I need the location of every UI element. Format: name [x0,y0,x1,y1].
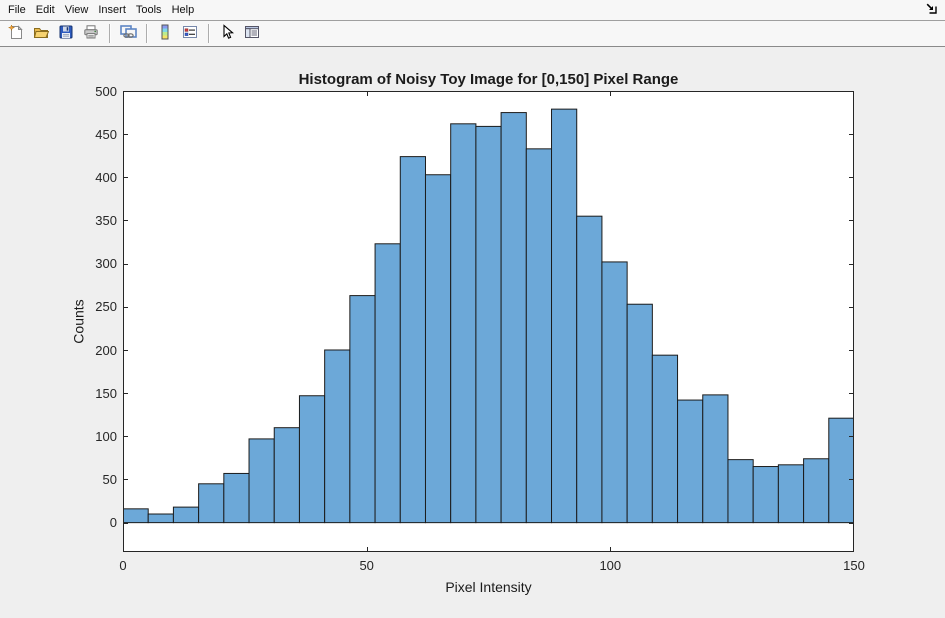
histogram-bar [777,464,805,524]
histogram-bar [248,438,275,524]
y-tick-label: 100 [95,428,117,444]
histogram-bar [576,215,603,524]
histogram-bar [551,108,578,524]
menu-item-file[interactable]: File [8,4,26,16]
histogram-bar [828,417,854,524]
histogram-bar [324,349,351,524]
menu-items: File Edit View Insert Tools Help [3,4,199,16]
insert-legend-button[interactable] [179,23,201,45]
x-axis-label: Pixel Intensity [445,579,532,595]
property-editor-button[interactable] [241,23,263,45]
histogram-bar [223,472,250,524]
y-tick-label: 50 [102,472,117,487]
histogram-bar [475,125,502,524]
histogram-bar [601,261,628,524]
property-window-icon [244,24,260,43]
chart-title: Histogram of Noisy Toy Image for [0,150]… [298,71,679,88]
histogram-bar [147,513,174,524]
x-tick-label: 0 [119,558,127,573]
histogram-bar [500,112,527,524]
y-tick-label: 300 [95,256,117,272]
histogram-bar [626,303,653,524]
menu-item-tools[interactable]: Tools [135,4,162,16]
axes-box [123,91,854,552]
link-plot-button[interactable] [117,23,139,45]
edit-plot-button[interactable] [216,23,238,45]
menu-item-help[interactable]: Help [171,4,195,16]
histogram-bar [273,427,300,524]
histogram-bar [525,148,553,524]
insert-colorbar-button[interactable] [154,23,176,45]
toolbar-separator [146,24,148,43]
y-tick-label: 200 [95,342,117,358]
histogram-bar [349,295,376,524]
figure-canvas: Histogram of Noisy Toy Image for [0,150]… [0,47,945,618]
histogram-bar [677,399,704,524]
y-tick-label: 500 [95,83,117,99]
print-figure-button[interactable] [80,23,102,45]
y-tick-label: 150 [95,385,117,401]
y-tick-label: 450 [95,126,117,142]
histogram-bar [374,243,401,524]
open-file-button[interactable] [30,23,52,45]
printer-icon [83,24,99,43]
histogram-bar [172,506,200,524]
y-tick-label: 0 [109,515,117,531]
histogram-bar [803,458,830,524]
menu-item-view[interactable]: View [64,4,89,16]
dock-arrow-icon [925,2,938,18]
toolbar-separator [208,24,210,43]
toolbar [0,21,945,47]
link-windows-icon [119,24,137,43]
menu-bar: File Edit View Insert Tools Help [0,0,945,21]
y-tick-label: 250 [95,299,117,315]
histogram-bar [651,354,679,524]
plot-area [123,91,854,552]
histogram-bar [702,394,729,524]
histogram-bar [450,123,477,524]
histogram-bar [298,395,326,524]
menu-item-insert[interactable]: Insert [98,4,126,16]
y-tick-label: 350 [95,213,117,228]
save-figure-button[interactable] [55,23,77,45]
histogram-bar [123,508,149,524]
new-figure-button[interactable] [5,23,27,45]
x-tick-label: 100 [599,558,622,573]
histogram-bar [727,459,754,524]
new-document-icon [7,24,24,43]
histogram-plot [123,91,854,552]
histogram-bar [198,483,225,524]
menu-item-edit[interactable]: Edit [35,4,55,16]
toolbar-separator [109,24,111,43]
histogram-bar [399,156,426,524]
colorbar-icon [157,24,173,43]
pointer-arrow-icon [219,24,235,43]
dock-figure-button[interactable] [924,2,939,17]
x-tick-label: 150 [843,558,865,573]
legend-icon [182,24,198,43]
y-tick-label: 400 [95,169,117,185]
histogram-bar [424,174,452,524]
open-folder-icon [33,24,50,43]
histogram-bar [752,466,779,524]
save-floppy-icon [58,24,74,43]
x-tick-label: 50 [359,558,374,573]
